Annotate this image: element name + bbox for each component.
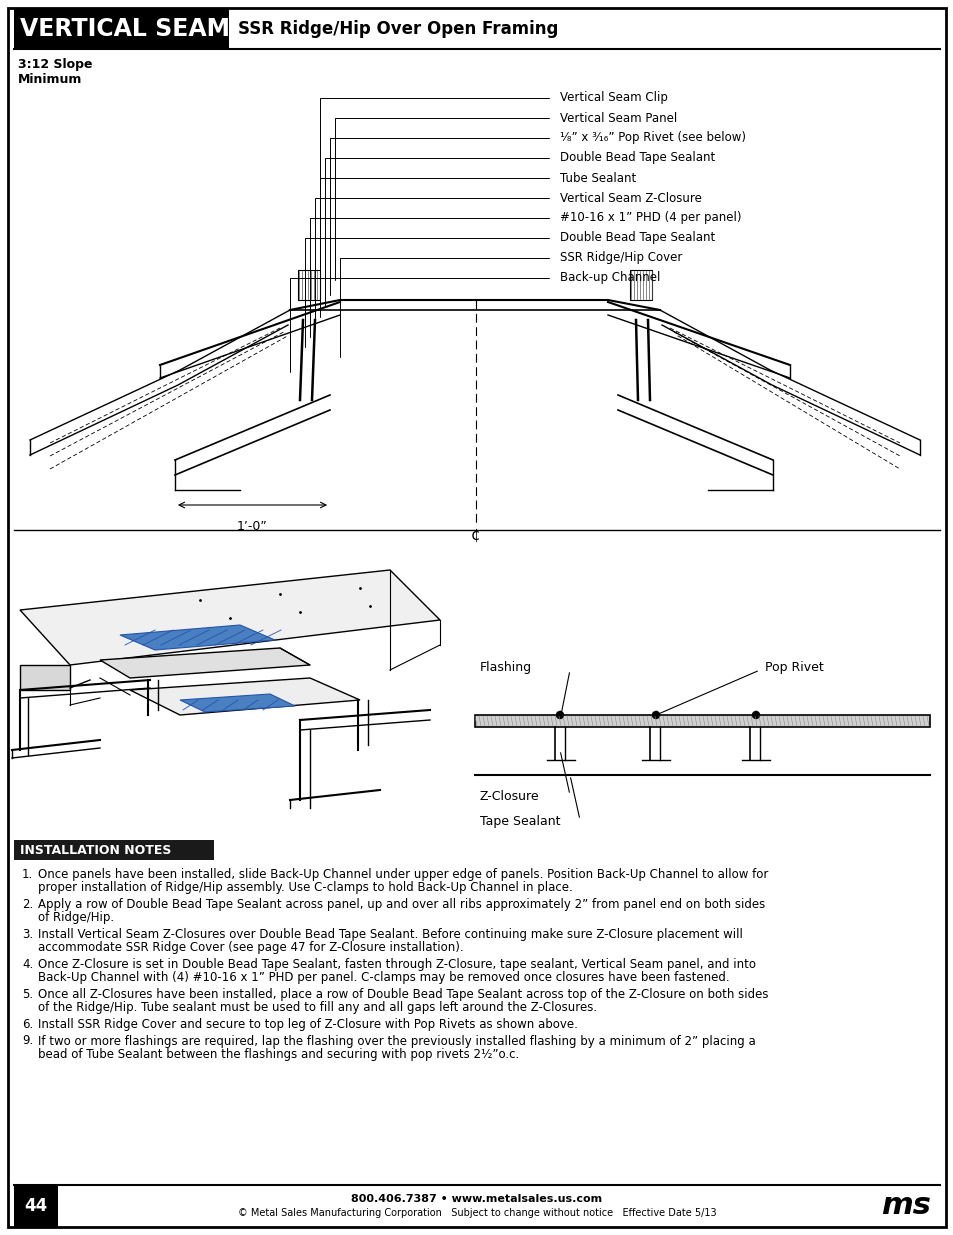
Text: ¢: ¢ [471,529,480,543]
Text: 5.: 5. [22,988,33,1002]
Text: Double Bead Tape Sealant: Double Bead Tape Sealant [559,152,715,164]
Polygon shape [20,664,70,690]
Text: Vertical Seam Z-Closure: Vertical Seam Z-Closure [559,191,701,205]
Text: Tape Sealant: Tape Sealant [479,815,560,829]
Text: Install SSR Ridge Cover and secure to top leg of Z-Closure with Pop Rivets as sh: Install SSR Ridge Cover and secure to to… [38,1018,578,1031]
Text: accommodate SSR Ridge Cover (see page 47 for Z-Closure installation).: accommodate SSR Ridge Cover (see page 47… [38,941,463,955]
Text: Vertical Seam Panel: Vertical Seam Panel [559,111,677,125]
Text: ¹⁄₈” x ³⁄₁₆” Pop Rivet (see below): ¹⁄₈” x ³⁄₁₆” Pop Rivet (see below) [559,131,745,144]
Text: © Metal Sales Manufacturing Corporation   Subject to change without notice   Eff: © Metal Sales Manufacturing Corporation … [237,1208,716,1218]
Bar [14,7,229,49]
Text: 44: 44 [25,1197,48,1215]
Text: Z-Closure: Z-Closure [479,790,539,804]
Text: Vertical Seam Clip: Vertical Seam Clip [559,91,667,105]
Text: proper installation of Ridge/Hip assembly. Use C-clamps to hold Back-Up Channel : proper installation of Ridge/Hip assembl… [38,882,572,894]
Polygon shape [100,648,310,678]
Text: 2.: 2. [22,898,33,911]
Text: of the Ridge/Hip. Tube sealant must be used to fill any and all gaps left around: of the Ridge/Hip. Tube sealant must be u… [38,1002,597,1014]
Circle shape [556,711,563,719]
Text: 1.: 1. [22,868,33,881]
Text: 4.: 4. [22,958,33,971]
Text: Once Z-Closure is set in Double Bead Tape Sealant, fasten through Z-Closure, tap: Once Z-Closure is set in Double Bead Tap… [38,958,755,971]
Polygon shape [120,625,274,650]
Text: Install Vertical Seam Z-Closures over Double Bead Tape Sealant. Before continuin: Install Vertical Seam Z-Closures over Do… [38,927,742,941]
Text: 6.: 6. [22,1018,33,1031]
Text: 3:12 Slope
Minimum: 3:12 Slope Minimum [18,58,92,86]
Text: #10-16 x 1” PHD (4 per panel): #10-16 x 1” PHD (4 per panel) [559,211,740,225]
Text: bead of Tube Sealant between the flashings and securing with pop rivets 2½”o.c.: bead of Tube Sealant between the flashin… [38,1049,518,1061]
Text: INSTALLATION NOTES: INSTALLATION NOTES [20,844,172,857]
Text: VERTICAL SEAM: VERTICAL SEAM [20,16,230,41]
Bar [14,840,213,860]
Text: Double Bead Tape Sealant: Double Bead Tape Sealant [559,231,715,245]
Text: Apply a row of Double Bead Tape Sealant across panel, up and over all ribs appro: Apply a row of Double Bead Tape Sealant … [38,898,764,911]
Text: If two or more flashings are required, lap the flashing over the previously inst: If two or more flashings are required, l… [38,1035,755,1047]
Text: SSR Ridge/Hip Over Open Framing: SSR Ridge/Hip Over Open Framing [237,20,558,37]
Text: 9.: 9. [22,1035,33,1047]
Text: 3.: 3. [22,927,33,941]
Bar [629,270,651,300]
Text: ms: ms [881,1192,930,1220]
Text: of Ridge/Hip.: of Ridge/Hip. [38,911,114,925]
Text: 1’-0”: 1’-0” [236,520,267,534]
Polygon shape [130,678,359,715]
Circle shape [752,711,759,719]
Text: 800.406.7387 • www.metalsales.us.com: 800.406.7387 • www.metalsales.us.com [351,1194,602,1204]
Bar [475,715,929,727]
Polygon shape [20,571,439,664]
Text: Back-up Channel: Back-up Channel [559,272,659,284]
Polygon shape [180,694,294,713]
Bar [297,270,319,300]
Text: Once panels have been installed, slide Back-Up Channel under upper edge of panel: Once panels have been installed, slide B… [38,868,767,881]
Text: Tube Sealant: Tube Sealant [559,172,636,184]
Text: Pop Rivet: Pop Rivet [764,662,822,674]
Text: Flashing: Flashing [479,662,532,674]
Text: SSR Ridge/Hip Cover: SSR Ridge/Hip Cover [559,252,681,264]
Circle shape [652,711,659,719]
Text: Back-Up Channel with (4) #10-16 x 1” PHD per panel. C-clamps may be removed once: Back-Up Channel with (4) #10-16 x 1” PHD… [38,972,729,984]
Text: Once all Z-Closures have been installed, place a row of Double Bead Tape Sealant: Once all Z-Closures have been installed,… [38,988,768,1002]
Bar [14,1186,58,1228]
